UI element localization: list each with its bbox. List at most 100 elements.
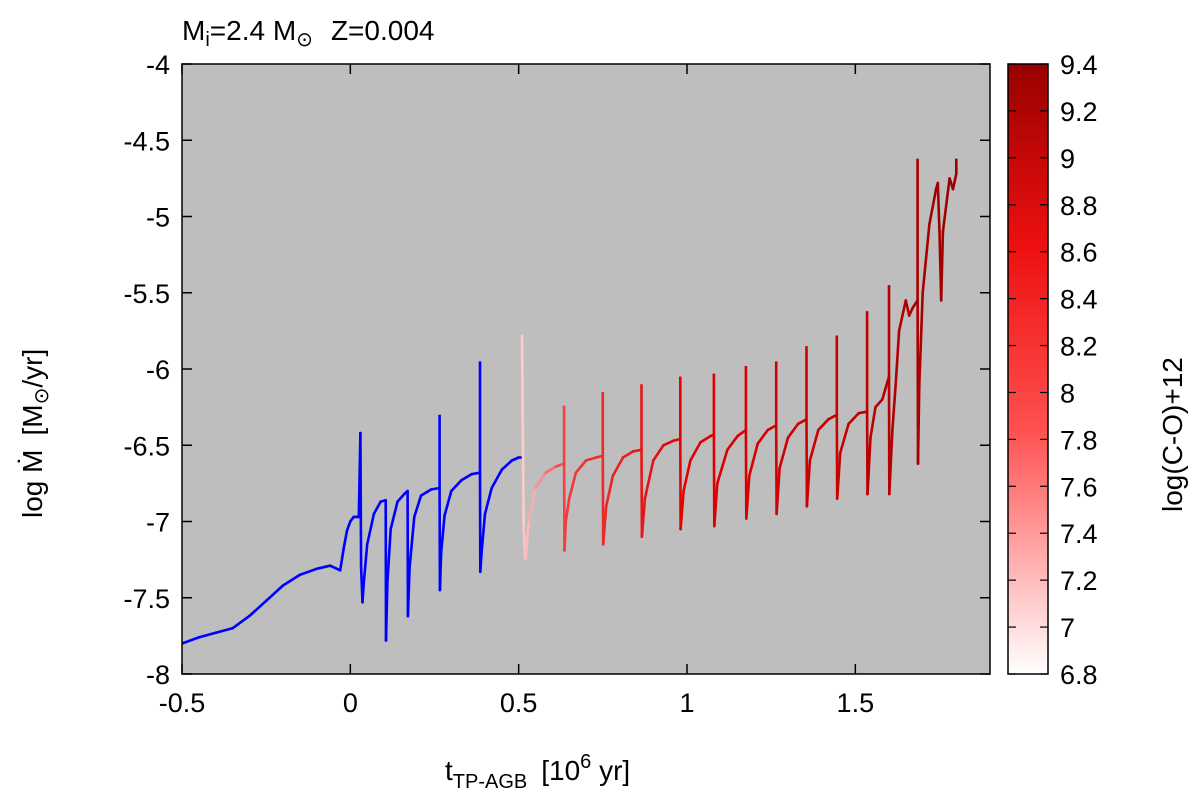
- series-0-segment-22: [372, 500, 382, 516]
- series-1-segment-54: [838, 422, 850, 455]
- series-1-segment-23: [651, 443, 665, 462]
- series-0-segment-40: [449, 478, 463, 493]
- series-1-segment-46: [796, 417, 808, 426]
- series-0-segment-42: [470, 471, 482, 476]
- series-0-segment-11: [342, 529, 349, 551]
- series-1-segment-36: [736, 428, 748, 438]
- series-0-segment-26: [386, 527, 393, 584]
- series-1-segment-45: [786, 422, 800, 439]
- series-0-segment-20: [362, 543, 369, 584]
- series-1-segment-3: [527, 486, 537, 523]
- series-1-segment-74: [928, 187, 938, 226]
- x-tick-label: 0.5: [500, 688, 538, 718]
- series-0-segment-39: [443, 489, 453, 517]
- x-tick-label: 0: [343, 688, 358, 718]
- series-0-segment-5: [264, 584, 285, 603]
- x-axis-label: tTP-AGB [106 yr]: [445, 751, 630, 793]
- series-1-segment-9: [564, 497, 571, 523]
- series-1-segment-73: [921, 222, 931, 295]
- series-0-segment-25: [384, 581, 389, 642]
- series-0-segment-38: [439, 514, 446, 554]
- series-0-segment-17: [359, 431, 363, 569]
- series-1-segment-66: [897, 299, 908, 333]
- series-0-segment-9: [328, 564, 342, 572]
- series-1-segment-79: [941, 177, 951, 233]
- y-tick-label: -7.5: [123, 584, 170, 614]
- colorbar-ticks: 6.8 7 7.2 7.4 7.6 7.8 8 8.2 8.4 8.6 8.8 9 9.2 9.4: [1008, 50, 1098, 690]
- series-1-segment-12: [584, 456, 598, 462]
- series-0-segment-1: [197, 631, 217, 639]
- x-axis: -0.5 0 0.5 1 1.5: [159, 64, 874, 718]
- colorbar-tick-label: 6.8: [1060, 660, 1098, 690]
- series-1-segment-39: [747, 442, 760, 478]
- series-1-segment-19: [631, 448, 643, 453]
- series-1-segment-68: [907, 306, 914, 317]
- series-1-segment-11: [574, 459, 588, 475]
- series-0-segment-10: [338, 547, 345, 572]
- colorbar-tick-label: 8.2: [1060, 332, 1098, 362]
- series-1-segment-17: [611, 456, 625, 478]
- y-tick-label: -5.5: [123, 279, 170, 309]
- series-1-segment-40: [756, 428, 770, 446]
- chart-title: Mi=2.4 M⊙ Z=0.004: [182, 15, 434, 51]
- series-1-segment-48: [805, 459, 812, 508]
- series-1-segment-50: [816, 417, 830, 432]
- series-1-segment-2: [524, 520, 531, 561]
- series-0-segment-4: [248, 599, 268, 618]
- series-1-segment-67: [904, 299, 911, 317]
- y-tick-label: -8: [146, 660, 170, 690]
- series-0-segment-0: [182, 636, 201, 645]
- y-tick-label: -4: [146, 50, 170, 80]
- series-1-segment-76: [936, 181, 941, 233]
- series-1-segment-33: [712, 482, 719, 528]
- series-0-segment-37: [438, 550, 443, 592]
- colorbar-tick-label: 7.4: [1060, 519, 1098, 549]
- colorbar-tick-label: 7.6: [1060, 472, 1098, 502]
- series-1-segment-56: [857, 410, 869, 415]
- series-1-segment-38: [744, 474, 751, 520]
- series-1-segment-29: [689, 440, 702, 462]
- series-1-segment-30: [699, 434, 712, 444]
- series-1-segment-60: [874, 398, 884, 409]
- series-1-segment-5: [544, 465, 558, 475]
- series-1-segment-44: [778, 436, 790, 470]
- data-layer: [182, 158, 958, 645]
- series-1-segment-16: [604, 474, 615, 508]
- series-1-segment-59: [869, 405, 877, 439]
- colorbar-tick-label: 9.2: [1060, 97, 1098, 127]
- colorbar-label: log(C-O)+12: [1157, 357, 1188, 512]
- colorbar-tick-label: 9.4: [1060, 50, 1098, 80]
- series-1-segment-8: [563, 520, 568, 552]
- series-0-segment-27: [389, 500, 399, 531]
- y-tick-label: -7: [146, 508, 170, 538]
- series-0-segment-45: [480, 512, 487, 554]
- series-0-segment-47: [490, 468, 504, 490]
- x-tick-label: -0.5: [159, 688, 206, 718]
- series-1-segment-27: [679, 489, 685, 531]
- series-1-segment-22: [643, 459, 655, 500]
- series-0-segment-8: [315, 564, 332, 571]
- series-0-segment-21: [365, 512, 376, 546]
- series-0-segment-34: [419, 488, 433, 497]
- series-1-segment-15: [601, 504, 608, 546]
- series-0-segment-7: [298, 567, 319, 577]
- series-1-segment-28: [682, 459, 692, 493]
- x-tick-label: 1.5: [837, 688, 875, 718]
- series-1-segment-53: [835, 451, 842, 500]
- plot-area: [182, 64, 990, 674]
- colorbar-tick-label: 8.6: [1060, 238, 1098, 268]
- series-1-segment-49: [808, 428, 820, 462]
- colorbar-tick-label: 8.8: [1060, 191, 1098, 221]
- series-1-segment-10: [567, 471, 578, 500]
- series-1-segment-18: [621, 450, 635, 459]
- series-0-segment-46: [483, 486, 494, 516]
- y-tick-label: -6.5: [123, 431, 170, 461]
- series-0-segment-19: [361, 581, 366, 604]
- y-tick-label: -6: [146, 355, 170, 385]
- series-1-segment-81: [951, 172, 958, 191]
- series-0-segment-32: [408, 515, 416, 569]
- series-1-segment-78: [939, 230, 945, 302]
- series-1-segment-4: [534, 471, 547, 490]
- colorbar-tick-label: 8.4: [1060, 285, 1098, 315]
